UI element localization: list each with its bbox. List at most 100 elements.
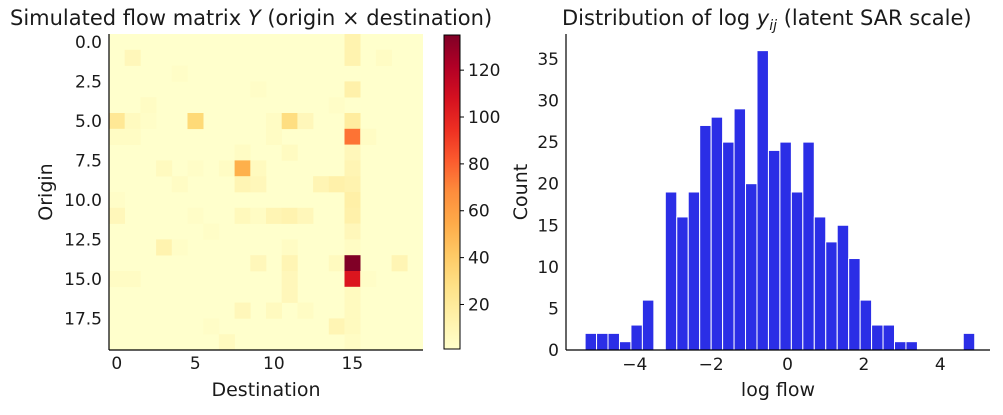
heatmap-cell <box>344 271 361 288</box>
heatmap-cell <box>266 207 282 224</box>
heatmap-y-tick-label: 12.5 <box>64 230 102 250</box>
heatmap-cell <box>344 334 361 351</box>
heatmap-cell <box>234 160 251 177</box>
histogram-bar <box>756 50 769 351</box>
colorbar: 20 40 60 80 100 120 <box>443 34 500 350</box>
histogram-bar <box>733 108 747 351</box>
heatmap-cell <box>360 128 377 145</box>
histogram-bar <box>630 324 643 351</box>
heatmap-cell <box>156 239 173 256</box>
heatmap-y-tick-label: 10.0 <box>64 191 102 211</box>
heatmap-cell <box>203 223 220 240</box>
heatmap-x-tick-label: 0 <box>111 354 122 374</box>
histogram-bar <box>607 332 620 351</box>
heatmap-cell <box>218 334 235 351</box>
heatmap-cell <box>187 207 204 224</box>
histogram-bar <box>664 191 678 351</box>
heatmap-cell <box>344 239 361 256</box>
heatmap-cell <box>281 286 298 303</box>
histogram-title: Distribution of log yij (latent SAR scal… <box>562 6 972 34</box>
heatmap-cell <box>218 160 235 177</box>
heatmap-cell <box>344 302 361 319</box>
histogram-title-italic: y <box>756 6 770 30</box>
heatmap-cell <box>344 113 361 130</box>
histogram-title-subscript: ij <box>769 18 778 35</box>
heatmap-x-tick-label: 15 <box>342 354 364 374</box>
histogram-y-tick-label: 35 <box>537 50 559 70</box>
heatmap-cell <box>109 271 125 288</box>
histogram-bar <box>802 141 815 351</box>
histogram-panel: −4 −2 0 2 4 0 5 10 15 20 25 30 35 log flow Count <box>510 34 990 401</box>
heatmap-cell <box>281 239 298 256</box>
histogram-bar <box>790 191 804 351</box>
heatmap-title-suffix: (origin × destination) <box>260 6 493 30</box>
histogram-bar <box>687 191 701 351</box>
histogram-y-tick-label: 30 <box>537 92 559 112</box>
histogram-bar <box>710 116 724 351</box>
heatmap-cell <box>124 113 141 130</box>
heatmap-title: Simulated flow matrix Y (origin × destin… <box>10 6 492 30</box>
heatmap-cell <box>344 223 361 240</box>
heatmap-cell <box>234 207 251 224</box>
colorbar-tick-label: 80 <box>468 155 490 175</box>
heatmap-cell <box>344 49 361 66</box>
heatmap-cell <box>250 207 267 224</box>
histogram-x-tick-label: 2 <box>859 355 870 375</box>
colorbar-gradient <box>443 34 461 350</box>
heatmap-cell <box>234 176 251 193</box>
heatmap-cell <box>234 144 251 161</box>
heatmap-y-tick-label: 2.5 <box>75 72 102 92</box>
heatmap-cell <box>266 302 282 319</box>
heatmap-cell <box>391 255 408 272</box>
heatmap-cell <box>171 65 188 82</box>
heatmap-cell <box>328 176 345 193</box>
colorbar-tick-label: 60 <box>468 202 490 222</box>
histogram-bar <box>894 341 907 351</box>
histogram-x-axis-label: log flow <box>741 379 815 401</box>
heatmap-cell <box>360 271 377 288</box>
histogram-bar <box>882 324 896 351</box>
heatmap-cell <box>344 286 361 303</box>
heatmap-x-axis-label: Destination <box>211 379 320 401</box>
heatmap-cell <box>109 128 125 145</box>
heatmap-cell <box>344 192 361 209</box>
heatmap-cell <box>109 192 125 209</box>
heatmap-cell <box>344 160 361 177</box>
histogram-y-tick-label: 25 <box>537 133 559 153</box>
heatmap-y-tick-label: 15.0 <box>64 270 102 290</box>
heatmap-y-tick-label: 17.5 <box>64 309 102 329</box>
heatmap-panel: 0 5 10 15 0.0 2.5 5.0 7.5 10.0 12.5 15.0 17.5 Destin… <box>35 33 423 401</box>
heatmap-cell <box>187 113 204 130</box>
heatmap-cell <box>344 255 361 272</box>
heatmap-cell <box>297 207 314 224</box>
heatmap-cell <box>124 49 141 66</box>
histogram-bar <box>641 299 655 351</box>
heatmap-y-tick-label: 5.0 <box>75 112 102 132</box>
histogram-bar <box>905 341 918 351</box>
histogram-bar <box>779 141 792 351</box>
heatmap-cell <box>344 34 361 51</box>
histogram-bar <box>836 224 850 351</box>
heatmap-cell <box>281 255 298 272</box>
histogram-bar <box>722 141 735 351</box>
histogram-bar <box>848 258 861 351</box>
histogram-y-tick-label: 10 <box>537 258 559 278</box>
heatmap-y-axis-label: Origin <box>35 163 57 220</box>
histogram-title-suffix: (latent SAR scale) <box>777 6 972 30</box>
heatmap-cell <box>156 160 173 177</box>
histogram-bar <box>859 299 873 351</box>
histogram-bar <box>596 332 609 351</box>
histogram-bar <box>813 216 827 351</box>
heatmap-cell <box>234 302 251 319</box>
histogram-bar <box>584 332 598 351</box>
histogram-x-tick-label: −4 <box>622 355 647 375</box>
histogram-bar <box>825 241 838 351</box>
heatmap-y-tick-label: 7.5 <box>75 151 102 171</box>
heatmap-cell <box>344 176 361 193</box>
heatmap-cell <box>124 128 141 145</box>
heatmap-cell <box>328 318 345 335</box>
heatmap-cell <box>171 239 188 256</box>
heatmap-cell <box>124 271 141 288</box>
heatmap-cell <box>375 49 392 66</box>
